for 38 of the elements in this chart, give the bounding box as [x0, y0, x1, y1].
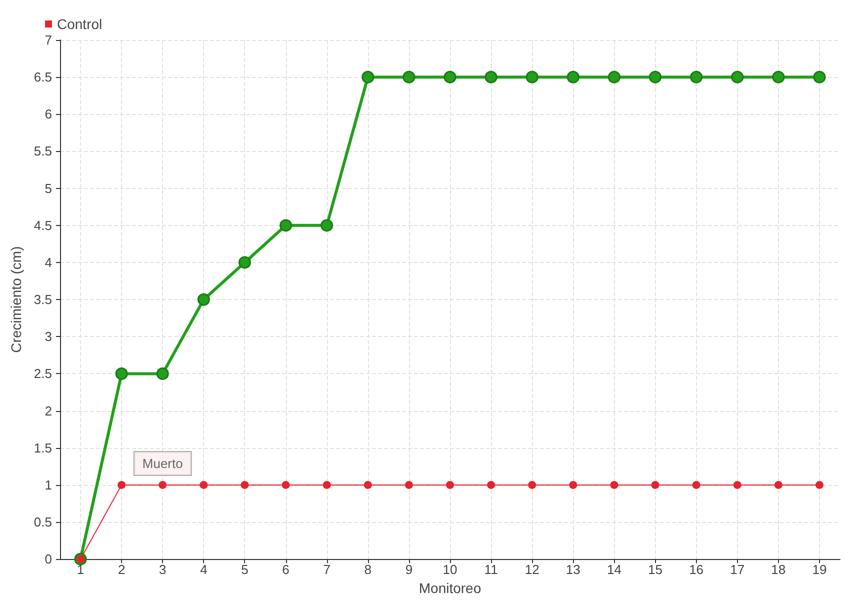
y-tick-label: 5.5	[34, 144, 52, 159]
y-tick-label: 2.5	[34, 366, 52, 382]
x-tick-label: 10	[442, 562, 458, 578]
x-tick-label: 6	[282, 562, 290, 578]
annotation: Muerto	[142, 456, 183, 471]
y-tick-label: 3	[44, 329, 52, 344]
x-axis-title: Monitoreo	[418, 580, 482, 596]
x-tick-label: 16	[689, 562, 704, 578]
x-tick-label: 19	[812, 562, 827, 578]
x-tick-label: 1	[76, 562, 84, 578]
y-tick-label: 1.5	[34, 440, 52, 456]
x-tick-label: 13	[566, 562, 580, 578]
y-tick-label: 6	[44, 106, 52, 122]
x-tick-label: 15	[648, 562, 662, 578]
x-tick-label: 9	[405, 562, 413, 578]
x-tick-label: 18	[771, 562, 786, 578]
y-tick-label: 4.5	[34, 218, 52, 233]
y-tick-label: 6.5	[34, 70, 52, 85]
x-tick-label: 17	[730, 562, 745, 578]
y-tick-label: 4	[44, 254, 52, 270]
x-tick-label: 14	[606, 562, 622, 578]
x-tick-label: 4	[200, 562, 208, 578]
y-tick-label: 0.5	[34, 514, 52, 530]
x-tick-label: 2	[118, 562, 126, 578]
x-tick-label: 11	[484, 562, 498, 578]
y-axis-title: Crecimiento (cm)	[8, 246, 24, 353]
x-tick-label: 7	[323, 562, 330, 578]
y-tick-label: 1	[44, 477, 52, 492]
y-tick-label: 7	[44, 32, 52, 48]
x-tick-label: 8	[364, 562, 372, 578]
y-tick-label: 5	[44, 180, 52, 196]
x-tick-label: 12	[524, 562, 540, 578]
legend-label: Control	[57, 16, 102, 32]
y-tick-label: 3.5	[34, 292, 52, 308]
y-tick-label: 2	[44, 403, 52, 418]
x-tick-label: 5	[241, 562, 248, 578]
y-tick-label: 0	[44, 552, 52, 567]
x-tick-label: 3	[159, 562, 166, 578]
